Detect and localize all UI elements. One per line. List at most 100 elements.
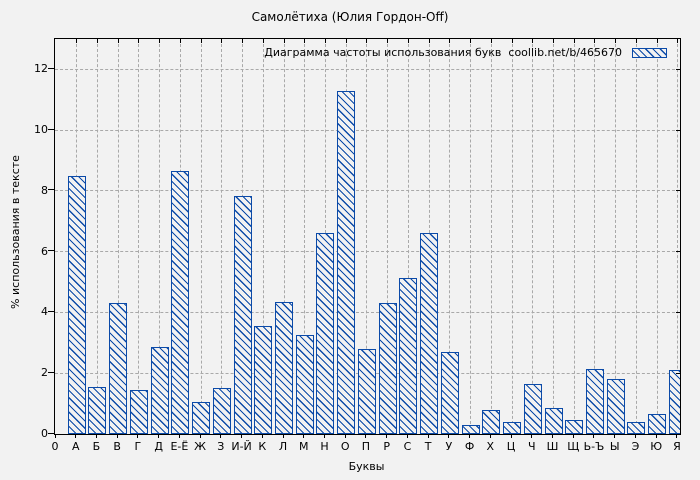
top-tick [324,39,326,43]
plot-area: Диаграмма частоты использования букв coo… [54,38,681,435]
bottom-tick [593,434,595,438]
bar-Э [627,422,646,434]
bar-З [212,388,231,434]
bar-Ц [503,422,522,434]
top-tick [345,39,347,43]
x-tick-label: Л [278,440,288,453]
gridline-vertical [200,39,202,434]
x-tick-label: Ф [464,440,475,453]
x-tick-label: Г [134,440,142,453]
top-tick [532,39,534,43]
bottom-tick [241,434,243,438]
top-tick [594,39,596,43]
top-tick [615,39,617,43]
y-tick-label: 2 [41,366,48,380]
x-axis-label: Буквы [348,460,385,473]
left-tick [48,128,54,130]
bar-Ю [648,414,667,434]
top-tick [553,39,555,43]
gridline-vertical [138,39,140,434]
left-tick [48,67,54,69]
y-tick-label: 4 [41,305,48,319]
bottom-tick [282,434,284,438]
x-tick-label: Ч [528,440,536,453]
gridline-vertical [449,39,451,434]
gridline-vertical [470,39,472,434]
gridline-vertical [366,39,368,434]
gridline-horizontal [55,251,680,253]
legend-hatch-swatch-icon [632,47,667,58]
bottom-tick [469,434,471,438]
x-tick-label: К [258,440,267,453]
top-tick [159,39,161,43]
bottom-tick [323,434,325,438]
left-tick [48,371,54,373]
top-tick [76,39,78,43]
x-tick-label: Ы [609,440,620,453]
gridline-vertical [573,39,575,434]
bar-И-Й [233,196,252,434]
bar-Р [378,303,397,434]
bottom-tick [344,434,346,438]
bar-Е-Ё [171,171,190,434]
top-tick [304,39,306,43]
gridline-vertical [96,39,98,434]
x-tick-label: Ж [194,440,207,453]
right-tick [676,190,680,192]
bottom-tick [386,434,388,438]
bar-Ф [461,425,480,434]
bar-А [67,176,86,434]
bar-О [337,91,356,434]
x-tick-label: Ю [650,440,663,453]
right-tick [676,372,680,374]
gridline-vertical [511,39,513,434]
gridline-horizontal [55,129,680,131]
bottom-tick [178,434,180,438]
bottom-tick [614,434,616,438]
x-tick-label: Х [486,440,495,453]
top-tick [262,39,264,43]
x-tick-label: О [340,440,350,453]
top-tick [96,39,98,43]
bar-Ч [523,384,542,434]
bar-Т [420,233,439,434]
bottom-tick [158,434,160,438]
x-tick-label: И-Й [231,440,252,453]
bottom-tick [75,434,77,438]
gridline-horizontal [55,68,680,70]
bottom-tick [137,434,139,438]
x-tick-label: У [445,440,453,453]
x-tick-label: С [403,440,412,453]
gridline-vertical [283,39,285,434]
bar-Х [482,410,501,434]
gridline-vertical [221,39,223,434]
bottom-tick [303,434,305,438]
gridline-vertical [677,39,679,434]
top-tick [511,39,513,43]
x-tick-label: Щ [567,440,580,453]
bottom-tick [655,434,657,438]
left-tick [48,250,54,252]
gridline-vertical [635,39,637,434]
top-tick [283,39,285,43]
top-tick [221,39,223,43]
left-tick [48,432,54,434]
bar-С [399,278,418,434]
gridline-vertical [159,39,161,434]
right-tick [676,68,680,70]
bottom-tick [676,434,678,438]
gridline-vertical [407,39,409,434]
gridline-vertical [594,39,596,434]
legend: Диаграмма частоты использования букв coo… [264,46,667,59]
top-tick [573,39,575,43]
bottom-tick [489,434,491,438]
top-tick [138,39,140,43]
x-tick-label: П [361,440,371,453]
x-tick-label: М [299,440,309,453]
bottom-tick [116,434,118,438]
gridline-vertical [262,39,264,434]
left-tick [48,310,54,312]
bar-Ш [544,408,563,434]
bar-Д [150,347,169,434]
